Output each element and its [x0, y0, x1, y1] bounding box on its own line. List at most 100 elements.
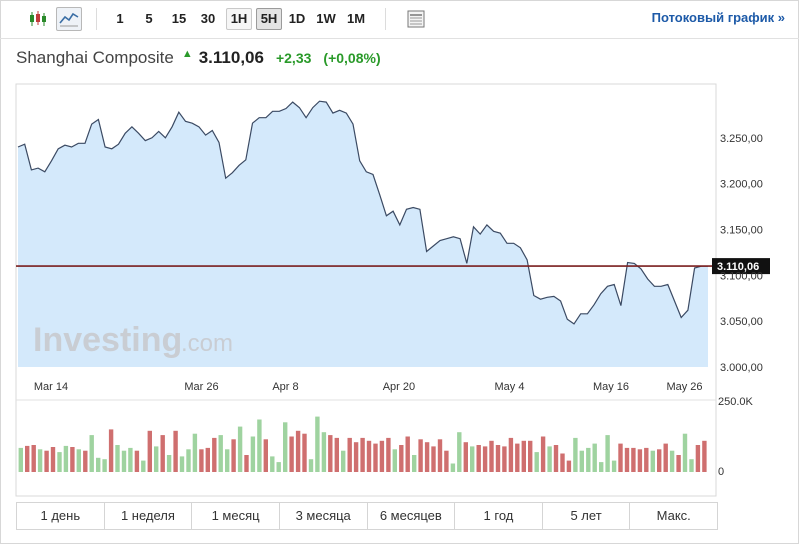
volume-bar [250, 436, 256, 472]
volume-bar [166, 455, 172, 472]
volume-bar [418, 439, 423, 472]
volume-bar [308, 459, 314, 472]
range-1-year[interactable]: 1 год [455, 503, 543, 529]
interval-1h[interactable]: 1H [226, 8, 252, 30]
volume-bar [341, 450, 346, 472]
volume-bar [405, 436, 410, 472]
volume-bar [328, 435, 333, 472]
volume-bar [347, 437, 352, 472]
volume-bar [18, 447, 23, 472]
interval-5h[interactable]: 5H [256, 8, 282, 30]
last-price: 3.110,06 [198, 48, 264, 67]
volume-bar [70, 447, 75, 472]
volume-bar [553, 445, 559, 472]
volume-bar [128, 447, 133, 472]
volume-bar [476, 445, 481, 472]
date-tick-label: Mar 14 [34, 381, 68, 393]
area-chart-icon[interactable] [56, 7, 82, 31]
volume-bar [334, 437, 339, 472]
volume-bar [121, 450, 127, 472]
volume-bar [424, 442, 430, 472]
volume-bar [695, 445, 701, 472]
volume-bar [657, 449, 662, 472]
range-1-month[interactable]: 1 месяц [192, 503, 280, 529]
volume-bar [37, 449, 43, 472]
volume-bar [179, 456, 185, 472]
range-3-months[interactable]: 3 месяца [280, 503, 368, 529]
date-tick-label: Mar 26 [184, 381, 218, 393]
volume-bar [108, 429, 114, 472]
volume-bar [199, 449, 204, 472]
volume-bar [160, 435, 165, 472]
range-selector: 1 день 1 неделя 1 месяц 3 месяца 6 месяц… [16, 502, 718, 530]
date-tick-label: May 4 [495, 381, 525, 393]
volume-bar [669, 450, 675, 472]
interval-30min[interactable]: 30 [200, 11, 216, 26]
volume-bar [573, 437, 578, 472]
range-max[interactable]: Макс. [656, 508, 691, 523]
date-tick-label: May 16 [593, 381, 629, 393]
volume-bar [463, 442, 468, 472]
volume-bar [173, 430, 178, 472]
volume-bar [489, 440, 494, 472]
price-line [17, 100, 708, 325]
volume-bar [515, 443, 520, 472]
volume-bar [399, 445, 404, 472]
volume-bar [689, 459, 694, 472]
volume-bar [528, 440, 533, 472]
volume-bar [431, 446, 436, 472]
volume-bar [566, 460, 572, 472]
price-tick-label: 3.100,00 [720, 270, 763, 282]
interval-5min[interactable]: 5 [145, 11, 153, 26]
volume-bar [379, 440, 385, 472]
interval-1w[interactable]: 1W [316, 11, 336, 26]
volume-bar [663, 443, 668, 472]
price-change: +2,33 [275, 50, 312, 66]
volume-bar [560, 453, 565, 472]
volume-bar [315, 416, 320, 472]
range-6-months[interactable]: 6 месяцев [368, 503, 456, 529]
interval-1min[interactable]: 1 [116, 11, 124, 26]
volume-bar [644, 447, 649, 472]
volume-bar [637, 449, 643, 472]
interval-15min[interactable]: 15 [171, 11, 187, 26]
volume-bar [540, 436, 546, 472]
volume-bar [147, 430, 152, 472]
up-arrow-icon: ▲ [181, 48, 193, 60]
volume-bar [592, 443, 597, 472]
volume-bar [392, 449, 397, 472]
volume-bar [502, 446, 507, 472]
volume-bar [31, 445, 36, 472]
volume-bar [50, 447, 56, 472]
range-1-week[interactable]: 1 неделя [105, 503, 193, 529]
volume-bar [89, 435, 94, 472]
interval-1m[interactable]: 1M [346, 11, 366, 26]
plot-border [15, 83, 717, 497]
volume-tick-label: 0 [718, 466, 724, 478]
volume-bar [257, 419, 262, 472]
volume-bar [270, 456, 275, 472]
volume-bar [57, 452, 62, 472]
toolbar: 1 5 15 30 1H 5H 1D 1W 1M Потоковый графи… [0, 0, 799, 39]
volume-bar [521, 440, 526, 472]
volume-bar [482, 446, 488, 472]
interval-1d[interactable]: 1D [288, 11, 306, 26]
toolbar-divider [385, 8, 386, 30]
watermark-suffix: .com [181, 330, 233, 357]
volume-bar [508, 437, 514, 472]
quote-header: Shanghai Composite ▲ 3.110,06 +2,33 (+0,… [16, 48, 381, 74]
candlestick-icon[interactable] [25, 7, 51, 31]
volume-bar [599, 462, 604, 472]
volume-bar [547, 446, 552, 472]
volume-bar [618, 443, 623, 472]
volume-bar [115, 445, 120, 472]
range-5-years[interactable]: 5 лет [543, 503, 631, 529]
volume-bar [83, 450, 88, 472]
price-tick-label: 3.250,00 [720, 133, 763, 145]
volume-bar [283, 422, 288, 472]
table-view-icon[interactable] [403, 7, 429, 31]
streaming-chart-link[interactable]: Потоковый график » [651, 10, 785, 25]
range-1-day[interactable]: 1 день [17, 503, 105, 529]
volume-bar [192, 433, 198, 472]
